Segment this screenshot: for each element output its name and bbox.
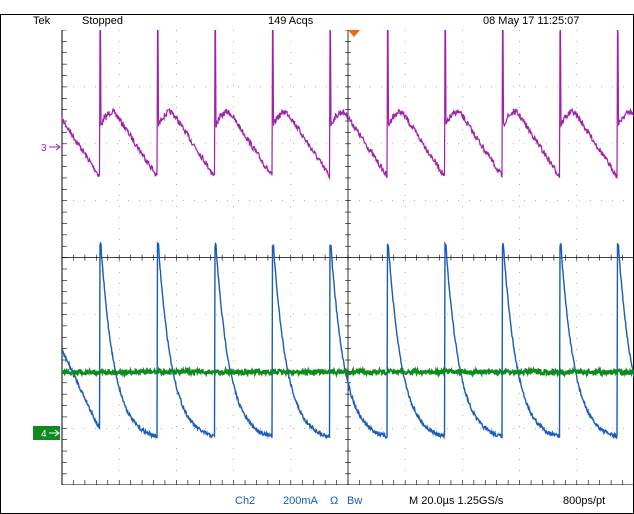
ch2-label: Ch2	[235, 495, 256, 507]
record-resolution: 800ps/pt	[563, 495, 606, 507]
ch4-marker: 4	[33, 426, 60, 440]
brand-label: Tek	[33, 15, 51, 27]
waveform-display: 3 4	[33, 30, 634, 485]
ch2-trace	[61, 241, 634, 440]
acquisition-count: 149 Acqs	[268, 15, 314, 27]
timestamp: 08 May 17 11:25:07	[483, 15, 580, 27]
ch4-trace	[61, 365, 634, 379]
title-strip	[0, 0, 634, 15]
run-state: Stopped	[82, 15, 123, 27]
trigger-position-icon	[348, 30, 360, 37]
ch4-arrow-icon	[49, 429, 60, 437]
ch2-scale: 200mA	[283, 495, 318, 507]
ch3-marker-label: 3	[41, 143, 47, 154]
ch2-bandwidth: Bw	[347, 495, 363, 507]
ch2-coupling: Ω	[330, 495, 339, 507]
ch4-marker-label: 4	[41, 429, 47, 440]
waveforms	[61, 30, 634, 440]
ch3-marker: 3	[41, 143, 61, 154]
ch3-trace	[61, 30, 634, 181]
graticule	[61, 30, 634, 485]
timebase: M 20.0µs 1.25GS/s	[409, 495, 504, 507]
ch3-arrow-icon	[49, 143, 61, 151]
